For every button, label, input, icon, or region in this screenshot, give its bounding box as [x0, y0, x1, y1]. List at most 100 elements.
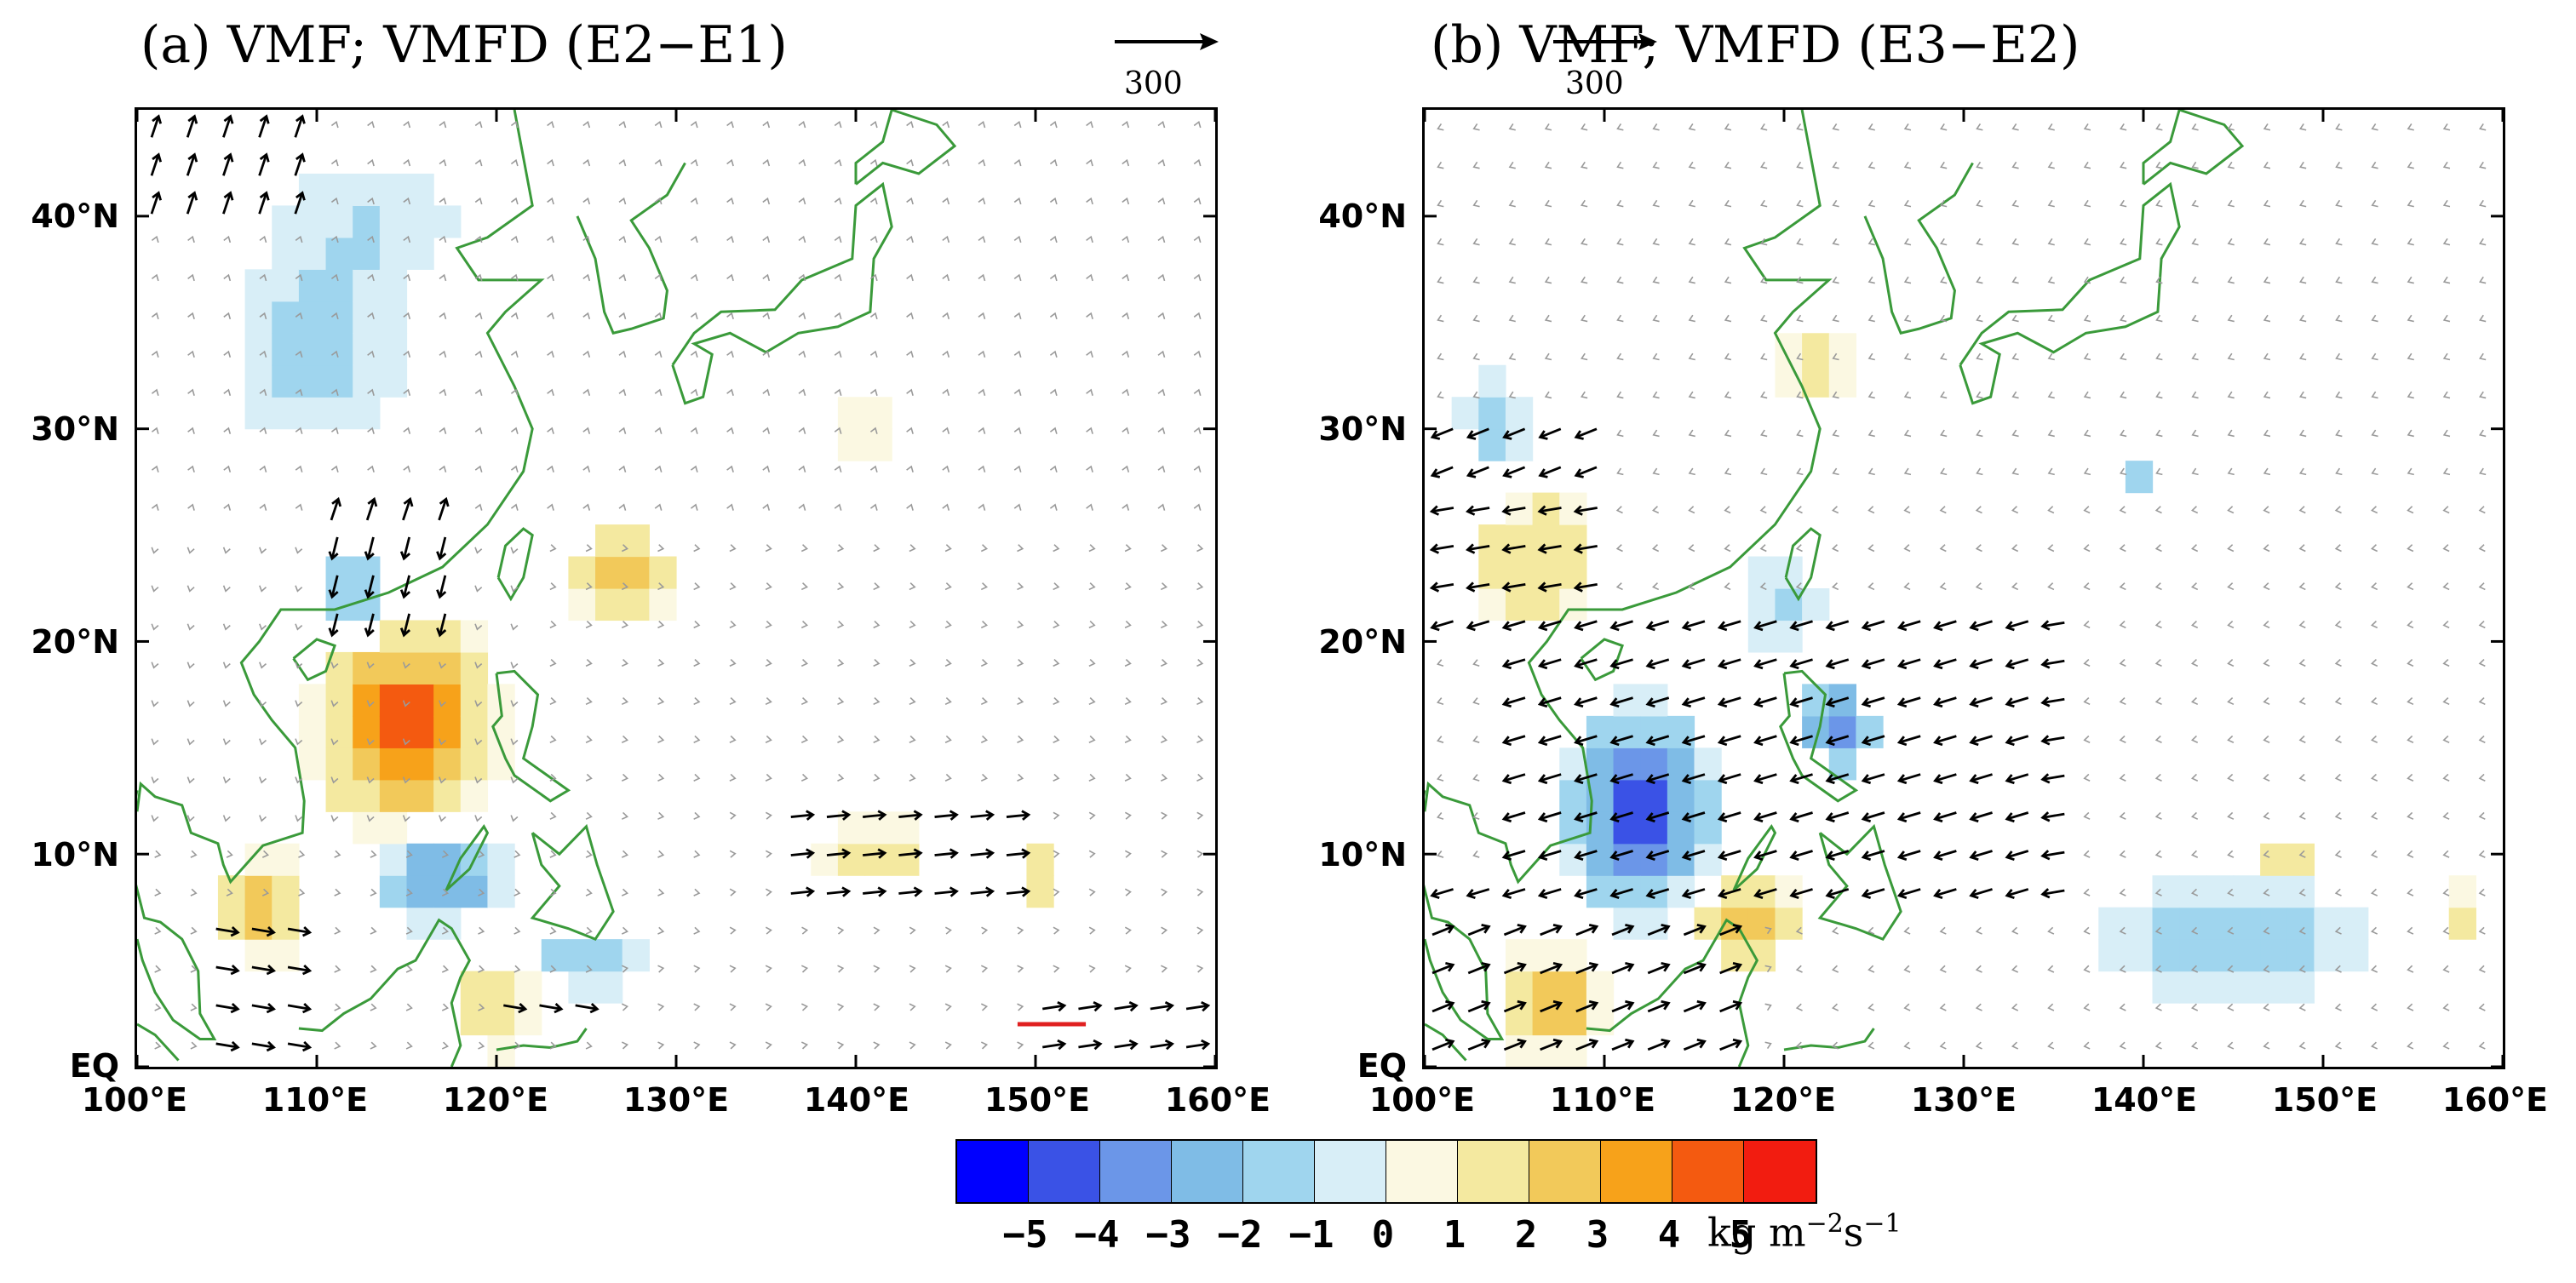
flux-vector	[1196, 621, 1204, 629]
flux-vector	[1724, 582, 1731, 591]
flux-vector	[510, 465, 519, 473]
flux-vector	[980, 965, 989, 973]
flux-vector	[2227, 238, 2235, 246]
flux-vector	[223, 427, 232, 434]
vmfd-cell	[864, 843, 892, 876]
flux-vector	[1760, 238, 1768, 246]
flux-vector	[1903, 199, 1912, 208]
flux-vector	[1466, 466, 1489, 478]
flux-vector	[826, 810, 852, 821]
flux-vector	[1150, 1000, 1175, 1012]
flux-vector	[2442, 123, 2451, 131]
flux-vector	[1122, 465, 1130, 473]
vmfd-cell	[460, 971, 489, 1004]
flux-vector	[2154, 811, 2162, 820]
flux-vector	[2005, 658, 2029, 670]
flux-vector	[2335, 352, 2343, 361]
flux-vector	[259, 585, 267, 593]
flux-vector	[439, 388, 447, 396]
flux-vector	[258, 191, 270, 215]
flux-vector	[2119, 506, 2126, 514]
flux-vector	[1437, 123, 1444, 131]
flux-vector	[186, 623, 195, 631]
flux-vector	[2154, 1041, 2162, 1050]
flux-vector	[2407, 161, 2414, 169]
flux-vector	[222, 815, 231, 822]
panel-b-lat-label: EQ	[1357, 1047, 1407, 1085]
flux-vector	[654, 158, 663, 167]
flux-vector	[295, 585, 303, 593]
vmfd-cell	[2125, 461, 2154, 494]
vmfd-cell	[460, 875, 489, 908]
flux-vector	[151, 312, 159, 320]
flux-vector	[1724, 467, 1732, 476]
flux-vector	[402, 662, 410, 669]
flux-vector	[2011, 314, 2019, 323]
vmfd-cell	[1828, 715, 1856, 748]
flux-vector	[834, 120, 842, 129]
flux-vector	[690, 503, 698, 511]
flux-vector	[2479, 391, 2487, 399]
flux-vector	[1760, 391, 1768, 399]
vmfd-cell	[272, 269, 300, 302]
flux-vector	[873, 773, 881, 782]
flux-vector	[1049, 273, 1058, 282]
flux-vector	[330, 312, 339, 320]
flux-vector	[2047, 238, 2055, 246]
vmfd-cell	[2152, 939, 2180, 972]
flux-vector	[980, 1003, 989, 1011]
colorbar-label: 3	[1586, 1213, 1609, 1257]
flux-vector	[1724, 544, 1731, 553]
flux-vector	[187, 427, 195, 434]
flux-vector	[328, 536, 339, 561]
flux-vector	[2442, 199, 2451, 208]
flux-vector	[1933, 888, 1957, 899]
flux-vector	[1940, 199, 1948, 208]
flux-vector	[1472, 391, 1480, 399]
flux-vector	[1796, 429, 1804, 438]
flux-vector	[1867, 161, 1875, 169]
flux-vector	[295, 776, 303, 784]
colorbar-label: 4	[1657, 1213, 1681, 1257]
vmfd-cell	[272, 205, 300, 238]
vmfd-cell	[353, 364, 381, 398]
panel-a-lat-label: 20°N	[31, 623, 119, 661]
flux-vector	[1437, 391, 1444, 399]
flux-vector	[1575, 923, 1599, 936]
flux-vector	[2298, 544, 2306, 553]
flux-vector	[1581, 199, 1588, 208]
flux-vector	[1472, 276, 1480, 284]
flux-vector	[2119, 888, 2126, 896]
flux-vector	[1053, 582, 1060, 591]
flux-vector	[2442, 926, 2450, 935]
flux-vector	[1903, 314, 1912, 323]
flux-vector	[367, 350, 375, 358]
flux-vector	[2154, 544, 2162, 553]
flux-vector	[474, 738, 483, 746]
flux-vector	[2005, 773, 2029, 785]
colorbar-swatch	[1243, 1141, 1315, 1202]
flux-vector	[1193, 273, 1202, 282]
flux-vector	[1049, 388, 1058, 396]
flux-vector	[2335, 391, 2343, 399]
flux-vector	[2334, 888, 2342, 896]
flux-vector	[439, 662, 447, 669]
flux-vector	[1013, 465, 1022, 473]
flux-vector	[190, 1003, 198, 1011]
flux-vector	[1502, 427, 1526, 440]
flux-vector	[1976, 276, 1983, 284]
flux-vector	[1764, 965, 1772, 973]
flux-vector	[2191, 314, 2199, 323]
flux-vector	[693, 1041, 701, 1050]
units-exp-1: −2	[1805, 1209, 1844, 1239]
flux-vector	[259, 350, 267, 358]
flux-vector	[944, 621, 952, 629]
flux-vector	[1796, 276, 1804, 284]
flux-vector	[869, 388, 878, 396]
flux-vector	[364, 613, 375, 638]
vmfd-cell	[433, 620, 462, 653]
flux-vector	[259, 662, 267, 669]
flux-vector	[2154, 1003, 2162, 1011]
flux-vector	[906, 427, 914, 434]
flux-vector	[2299, 429, 2307, 438]
